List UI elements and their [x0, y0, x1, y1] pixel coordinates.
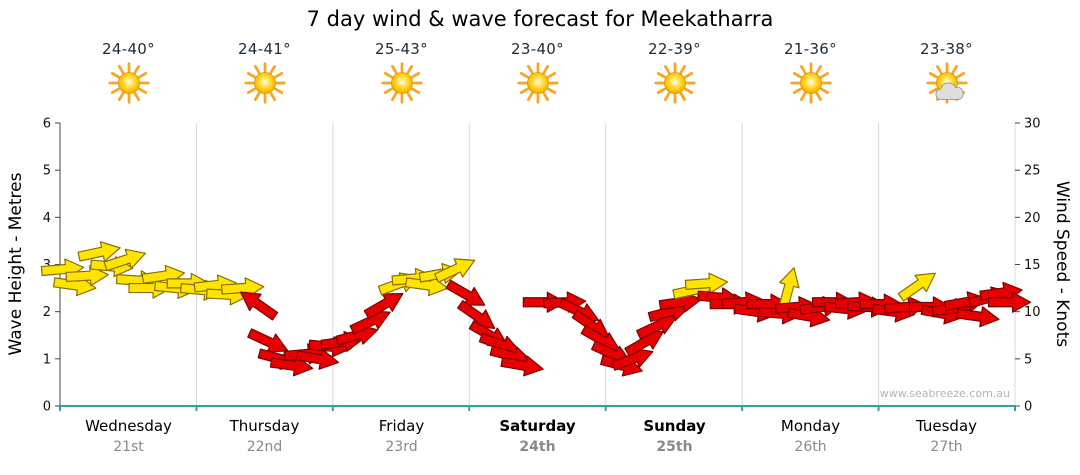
- wind-arrow: [247, 328, 289, 353]
- temperature-range: 21-36°: [784, 40, 837, 58]
- wind-arrow: [295, 348, 340, 370]
- temperature-range: 25-43°: [375, 40, 428, 58]
- day-date: 27th: [930, 439, 963, 455]
- day-name: Wednesday: [85, 417, 172, 435]
- wave-axis-tick-label: 6: [43, 117, 51, 132]
- wind-axis-tick-label: 10: [1024, 305, 1041, 320]
- day-name: Friday: [378, 417, 425, 435]
- day-label-friday: Friday 23rd: [333, 417, 470, 455]
- day-summary-sunday: 22-39°: [606, 40, 743, 109]
- wave-axis-tick-label: 2: [43, 305, 51, 320]
- day-label-thursday: Thursday 22nd: [196, 417, 333, 455]
- day-summary-tuesday: 23-38°: [878, 40, 1015, 109]
- day-name: Saturday: [499, 417, 576, 435]
- wind-arrow: [500, 355, 544, 377]
- day-label-saturday: Saturday 24th: [469, 417, 606, 455]
- day-name: Monday: [780, 417, 841, 435]
- wind-arrow: [434, 258, 476, 283]
- day-date: 21st: [113, 439, 144, 455]
- day-date: 24th: [519, 439, 556, 455]
- wind-axis-tick-label: 25: [1024, 164, 1041, 179]
- day-date: 26th: [794, 439, 827, 455]
- temperature-range: 24-41°: [238, 40, 291, 58]
- wind-arrow: [103, 248, 147, 272]
- left-axis-title: Wave Height - Metres: [6, 172, 26, 356]
- wind-arrow: [897, 272, 936, 302]
- wind-axis-tick-label: 5: [1024, 352, 1032, 367]
- wind-axis-tick-label: 15: [1024, 258, 1041, 273]
- day-summary-monday: 21-36°: [742, 40, 879, 109]
- day-label-sunday: Sunday 25th: [606, 417, 743, 455]
- day-name: Thursday: [229, 417, 300, 435]
- day-label-wednesday: Wednesday 21st: [60, 417, 197, 455]
- day-label-monday: Monday 26th: [742, 417, 879, 455]
- right-axis-title: Wind Speed - Knots: [1052, 180, 1072, 348]
- temperature-range: 22-39°: [648, 40, 701, 58]
- temperature-range: 24-40°: [102, 40, 155, 58]
- page-title: 7 day wind & wave forecast for Meekathar…: [306, 7, 774, 31]
- day-summary-wednesday: 24-40°: [60, 40, 197, 109]
- wave-axis-tick-label: 1: [43, 352, 51, 367]
- wind-arrow: [684, 272, 729, 294]
- temperature-range: 23-40°: [511, 40, 564, 58]
- wind-axis-tick-label: 30: [1024, 117, 1041, 132]
- day-name: Tuesday: [915, 417, 978, 435]
- day-date: 22nd: [246, 439, 283, 455]
- wind-arrow: [240, 291, 279, 321]
- wind-axis-tick-label: 20: [1024, 211, 1041, 226]
- day-summary-friday: 25-43°: [333, 40, 470, 109]
- wind-axis-tick-label: 0: [1024, 400, 1032, 415]
- day-label-tuesday: Tuesday 27th: [878, 417, 1015, 455]
- wave-axis-tick-label: 4: [43, 211, 51, 226]
- wave-axis-tick-label: 0: [43, 400, 51, 415]
- wind-arrow: [987, 291, 1032, 313]
- wind-arrow: [65, 265, 109, 287]
- day-summary-thursday: 24-41°: [196, 40, 333, 109]
- day-date: 25th: [656, 439, 693, 455]
- wind-arrow: [956, 306, 1000, 328]
- wind-arrow: [77, 241, 121, 262]
- temperature-range: 23-38°: [920, 40, 973, 58]
- wave-axis-tick-label: 5: [43, 164, 51, 179]
- day-name: Sunday: [643, 417, 706, 435]
- day-date: 23rd: [385, 439, 418, 455]
- watermark: www.seabreeze.com.au: [879, 387, 1010, 400]
- wind-arrow: [445, 279, 486, 306]
- wind-arrow: [363, 293, 404, 320]
- day-summary-saturday: 23-40°: [469, 40, 606, 109]
